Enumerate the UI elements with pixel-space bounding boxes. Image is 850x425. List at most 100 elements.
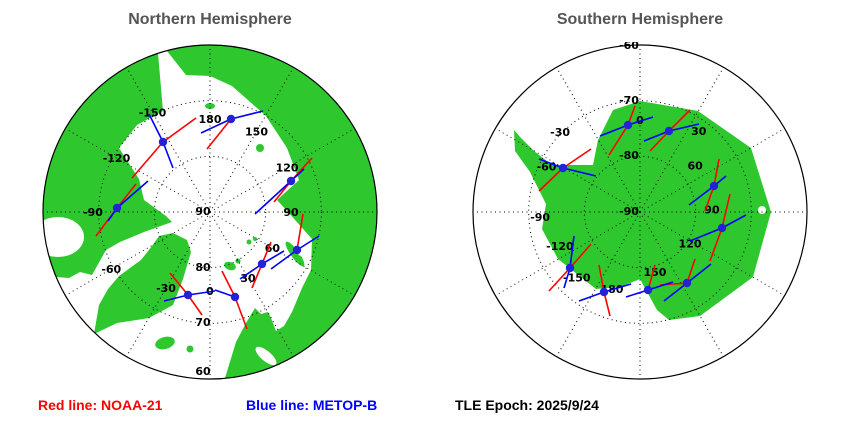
longitude-label: 30 — [691, 125, 707, 138]
longitude-label: 30 — [240, 272, 256, 285]
latitude-circle — [98, 100, 322, 324]
land-svalbard — [224, 261, 236, 271]
longitude-label: -30 — [550, 126, 570, 139]
metopb-track-segment — [686, 263, 712, 284]
satellite-position-dot — [565, 263, 575, 273]
metopb-track-segment — [261, 250, 285, 265]
metopb-track-segment — [569, 235, 575, 269]
longitude-label: 150 — [245, 125, 268, 138]
noaa21-track-segment — [608, 124, 629, 156]
satellite-position-dot — [599, 287, 609, 297]
metopb-track-segment — [538, 158, 564, 169]
legend-red-line-label: Red line: NOAA-21 — [38, 397, 163, 413]
metopb-track-segment — [148, 113, 164, 143]
latitude-label: -90 — [619, 205, 639, 218]
satellite-position-dot — [682, 278, 692, 288]
metopb-track-segment — [239, 263, 263, 280]
longitude-label: -150 — [139, 106, 167, 119]
metopb-track-segment — [663, 282, 688, 302]
metopb-track-segment — [562, 167, 597, 177]
satellite-position-dot — [112, 203, 122, 213]
meridian-line — [65, 211, 211, 296]
land-eurasia — [167, 45, 377, 378]
noaa21-track-segment — [569, 243, 592, 269]
noaa21-track-segment — [647, 264, 656, 291]
graticule — [473, 45, 807, 379]
graticule — [43, 45, 377, 379]
satellite-position-dot — [709, 181, 719, 191]
metopb-track-segment — [647, 281, 674, 291]
meridian-line — [556, 211, 641, 357]
longitude-label: 90 — [704, 203, 720, 216]
meridian-line — [639, 211, 724, 357]
noaa21-track-segment — [548, 267, 571, 292]
legend-blue-line-label: Blue line: METOP-B — [246, 397, 378, 413]
longitude-label: -30 — [156, 282, 176, 295]
noaa21-track-segment — [704, 185, 715, 212]
metopb-track-segment — [627, 116, 654, 126]
land-franz-josef — [246, 239, 252, 245]
meridian-line — [639, 211, 785, 296]
legend-tle-epoch-label: TLE Epoch: 2025/9/24 — [455, 397, 599, 413]
latitude-label: -70 — [619, 94, 639, 107]
map-border — [42, 44, 378, 380]
metopb-track-segment — [603, 283, 632, 293]
noaa21-track-segment — [296, 213, 304, 251]
longitude-label: 120 — [276, 162, 299, 175]
land-new-siberian-islands — [256, 144, 264, 152]
noaa21-track-segment — [234, 296, 248, 330]
noaa21-track-segment — [598, 264, 605, 293]
metopb-track-segment — [162, 141, 174, 169]
satellite-position-dot — [643, 285, 653, 295]
satellite-position-dot — [664, 126, 674, 136]
longitude-label: 150 — [644, 266, 667, 279]
satellite-position-dot — [183, 290, 193, 300]
metopb-track-segment — [200, 118, 232, 134]
longitude-label: -120 — [546, 240, 574, 253]
satellite-position-dot — [286, 176, 296, 186]
metopb-track-segment — [643, 130, 670, 142]
land-faroe — [186, 345, 194, 353]
longitude-label: 60 — [687, 160, 703, 173]
latitude-circle — [153, 155, 267, 269]
noaa21-track-segment — [562, 148, 592, 169]
satellite-position-dot — [257, 259, 267, 269]
north-landmasses — [43, 45, 377, 378]
noaa21-track-segment — [686, 258, 696, 284]
metopb-track-segment — [270, 249, 298, 270]
noaa21-track-segment — [649, 130, 670, 152]
longitude-label: 90 — [283, 206, 299, 219]
land-north-america — [43, 53, 172, 278]
latitude-label: 60 — [195, 365, 211, 378]
amery-ice-notch — [758, 206, 766, 214]
meridian-line — [209, 211, 294, 357]
baltic-sea — [255, 346, 277, 366]
metopb-track-segment — [689, 227, 723, 242]
north-hemisphere-title: Northern Hemisphere — [128, 11, 292, 28]
map-border — [472, 44, 808, 380]
longitude-label: 60 — [265, 242, 281, 255]
longitude-label: -150 — [563, 271, 591, 284]
meridian-line — [556, 67, 641, 213]
satellite-markers — [538, 105, 747, 317]
land-svalbard-islet — [235, 258, 241, 264]
metopb-track-segment — [296, 235, 320, 251]
metopb-track-segment — [116, 180, 149, 209]
meridian-line — [126, 211, 211, 357]
land-franz-josef-2 — [253, 237, 257, 241]
satellite-position-dot — [158, 137, 168, 147]
noaa21-track-segment — [709, 227, 723, 262]
noaa21-track-segment — [668, 109, 691, 132]
longitude-label: -120 — [103, 152, 131, 165]
longitude-label: -90 — [83, 206, 103, 219]
noaa21-track-segment — [131, 141, 164, 179]
latitude-label: -60 — [619, 42, 639, 52]
satellite-position-dot — [558, 163, 568, 173]
graticule-labels: 908070600306090120150180-150-120-90-60-3… — [83, 106, 299, 378]
noaa21-track-segment — [251, 263, 263, 289]
latitude-circle — [528, 100, 752, 324]
latitude-circle — [583, 155, 697, 269]
noaa21-track-segment — [162, 117, 197, 143]
satellite-position-dot — [717, 223, 727, 233]
